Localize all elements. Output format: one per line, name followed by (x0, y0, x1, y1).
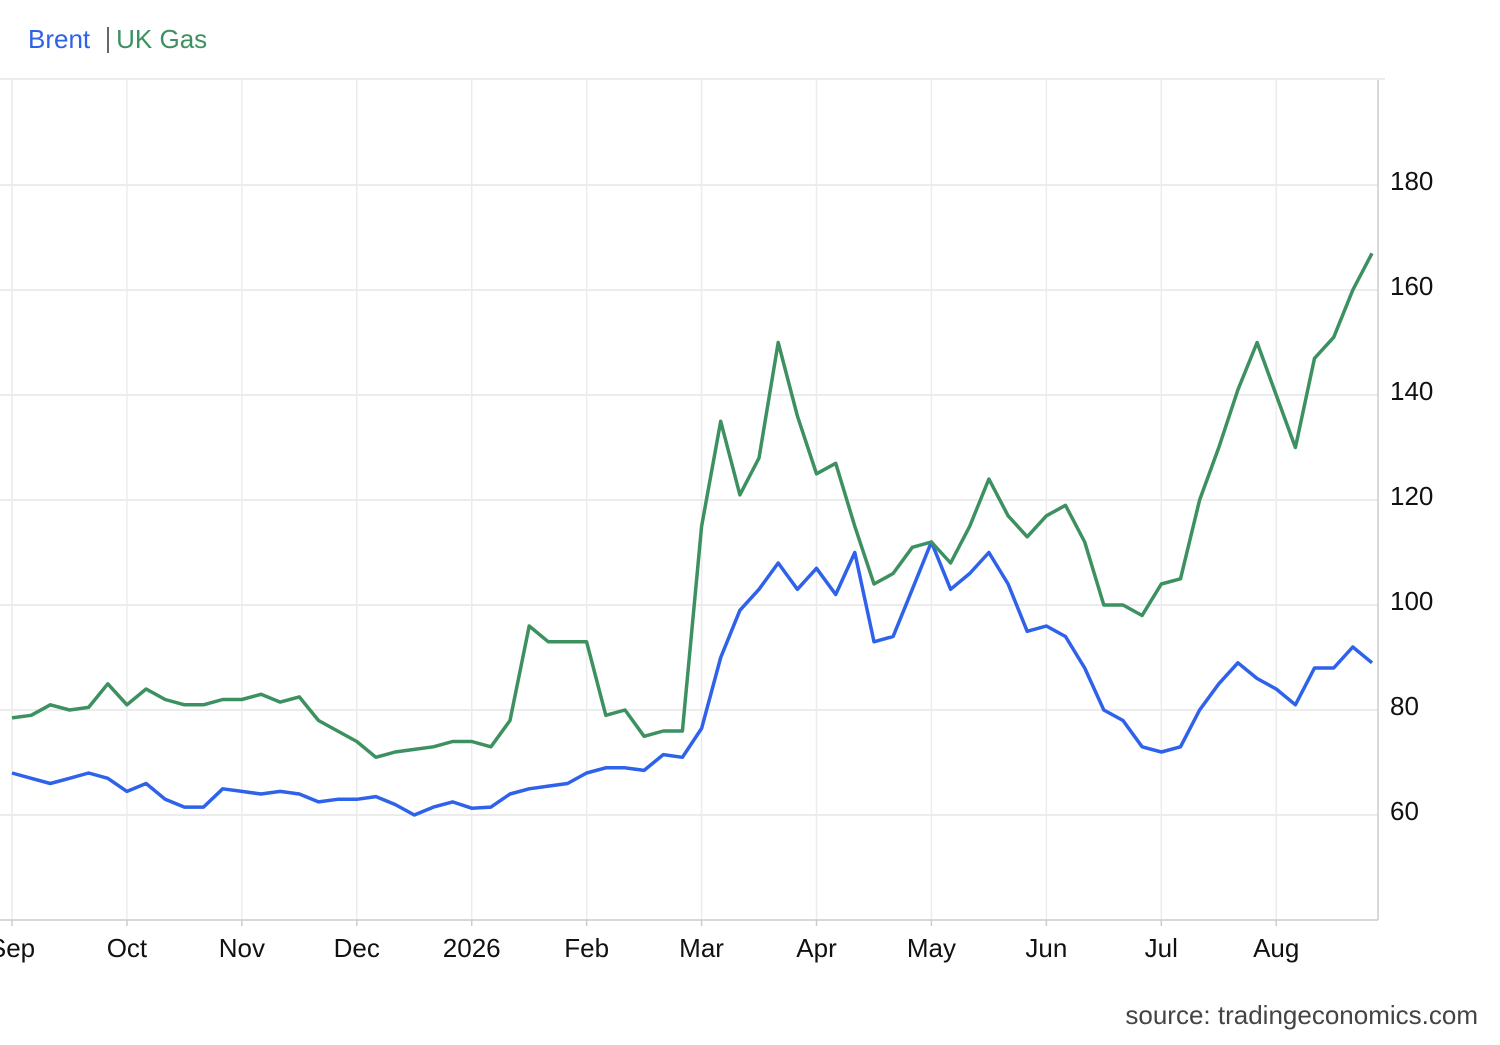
y-tick-label: 100 (1390, 586, 1433, 616)
x-tick-label: Nov (219, 933, 265, 963)
x-tick-label: 2026 (443, 933, 501, 963)
y-tick-label: 180 (1390, 166, 1433, 196)
series-line (11, 540, 1374, 817)
y-tick-label: 60 (1390, 796, 1419, 826)
y-tick-label: 160 (1390, 271, 1433, 301)
x-tick-label: Feb (564, 933, 609, 963)
x-tick-label: Oct (107, 933, 148, 963)
x-tick-label: Jul (1145, 933, 1178, 963)
x-tick-label: Sep (0, 933, 35, 963)
x-tick-label: Jun (1025, 933, 1067, 963)
x-tick-label: May (907, 933, 956, 963)
y-tick-label: 140 (1390, 376, 1433, 406)
y-tick-label: 80 (1390, 691, 1419, 721)
series-line (11, 252, 1374, 760)
legend-entry: Brent (28, 24, 91, 54)
legend-entry: UK Gas (116, 24, 207, 54)
x-tick-label: Mar (679, 933, 724, 963)
x-tick-label: Aug (1253, 933, 1299, 963)
y-tick-label: 120 (1390, 481, 1433, 511)
x-tick-label: Dec (334, 933, 380, 963)
source: source: tradingeconomics.com (1125, 1000, 1478, 1030)
x-tick-label: Apr (796, 933, 837, 963)
